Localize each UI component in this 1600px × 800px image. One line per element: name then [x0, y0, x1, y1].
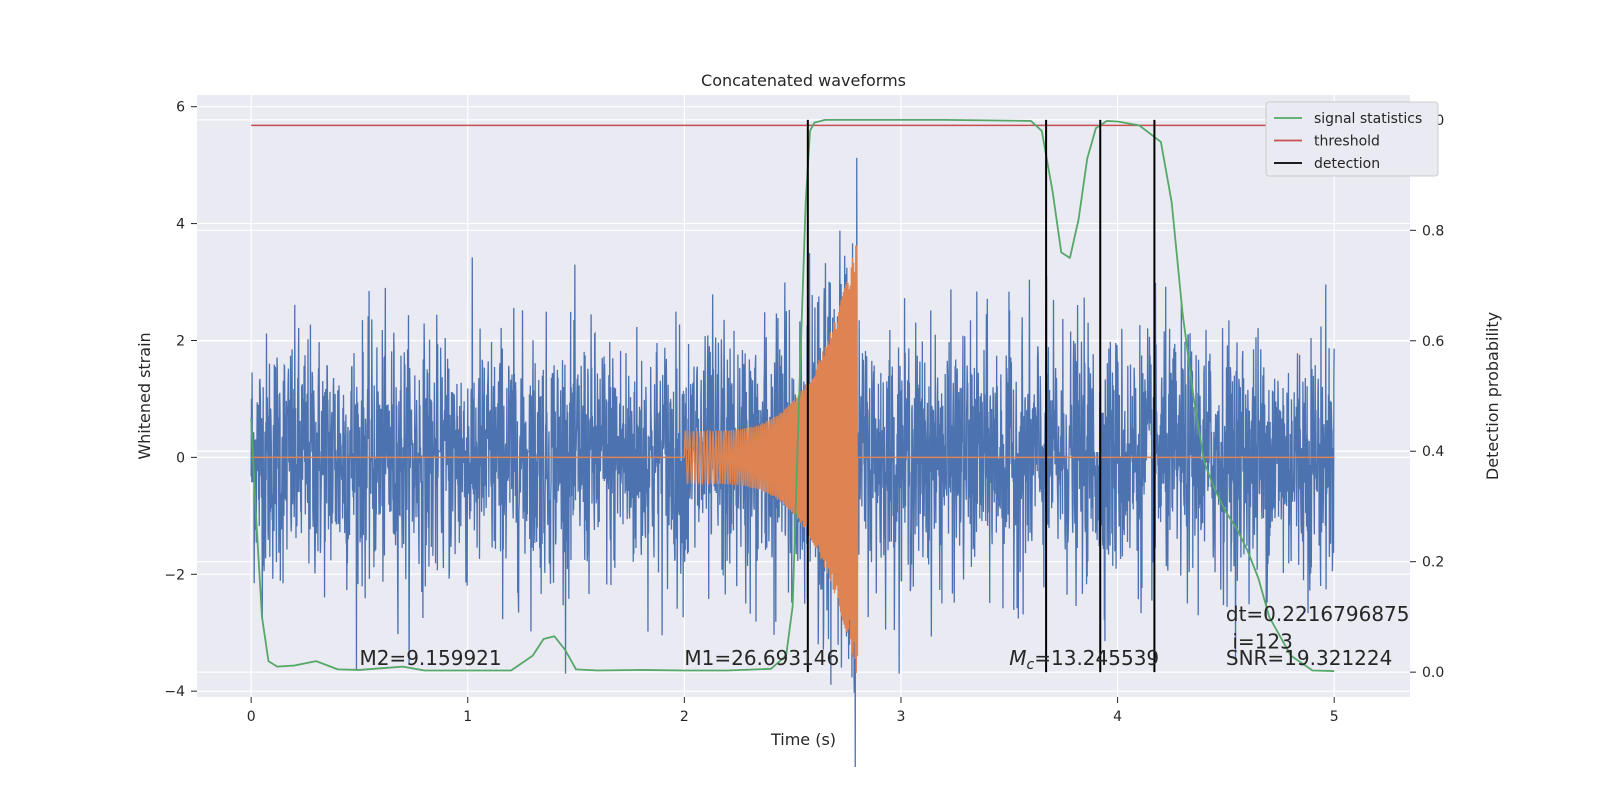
y-right-tick-label: 0.6 — [1422, 334, 1444, 350]
annotation-text: M2=9.159921 — [359, 646, 501, 670]
annotation-text: M1=26.693146 — [684, 646, 839, 670]
signal-statistics-line — [250, 118, 1335, 672]
x-tick-label: 5 — [1330, 709, 1339, 725]
legend-box — [1265, 101, 1439, 177]
y-right-tick-label: 0.0 — [1422, 665, 1444, 681]
x-tick-label: 0 — [247, 709, 256, 725]
chirp-line — [683, 245, 859, 674]
y-tick-label: −4 — [164, 684, 185, 700]
y-tick-label: 0 — [176, 450, 185, 466]
y-right-tick-label: 0.2 — [1422, 555, 1444, 571]
x-tick-label: 3 — [897, 709, 906, 725]
y-axis-right-label: Detection probability — [1483, 312, 1502, 480]
y-tick-label: 6 — [176, 100, 185, 116]
y-tick-label: −2 — [164, 567, 185, 583]
legend-label-signal-statistics: signal statistics — [1314, 111, 1422, 127]
legend-label-detection: detection — [1314, 156, 1380, 172]
y-tick-label: 2 — [176, 333, 185, 349]
legend: signal statistics threshold detection — [1265, 101, 1439, 177]
y-tick-label: 4 — [176, 217, 185, 233]
y-right-tick-label: 0.8 — [1422, 223, 1444, 239]
annotation-text: Mc=13.245539 — [1009, 646, 1159, 673]
annotation-text: dt=0.2216796875 — [1226, 602, 1410, 626]
x-tick-label: 4 — [1113, 709, 1122, 725]
legend-label-threshold: threshold — [1314, 134, 1380, 150]
plot-series — [250, 118, 1335, 768]
y-axis-label: Whitened strain — [135, 332, 154, 459]
x-axis-label: Time (s) — [770, 730, 836, 749]
chart-title: Concatenated waveforms — [701, 71, 906, 90]
annotation-text: SNR=19.321224 — [1226, 646, 1392, 670]
annotations: M2=9.159921 M1=26.693146 Mc=13.245539 dt=0.… — [359, 602, 1409, 673]
annotation-text: i=123 — [1232, 629, 1293, 653]
y-right-tick-label: 0.4 — [1422, 444, 1444, 460]
x-tick-label: 1 — [463, 709, 472, 725]
x-tick-label: 2 — [680, 709, 689, 725]
